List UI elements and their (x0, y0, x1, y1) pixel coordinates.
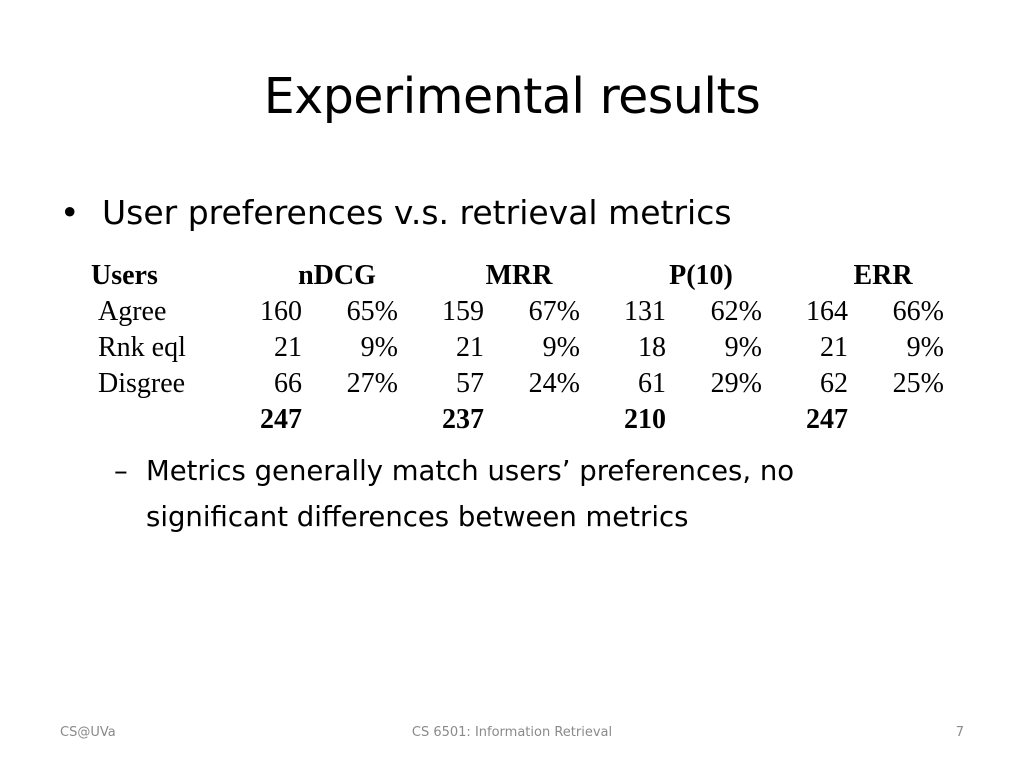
p10-count: 131 (624, 296, 666, 327)
results-table: Users nDCG MRR P(10) ERR Agree 160 65% 1… (88, 258, 944, 438)
mrr-count: 159 (442, 296, 484, 327)
err-count: 164 (806, 296, 848, 327)
sub-bullet-marker: – (114, 455, 128, 487)
table-row: Rnk eql 21 9% 21 9% 18 9% 21 9% (88, 330, 944, 366)
err-percent: 9% (906, 332, 944, 363)
slide-title: Experimental results (263, 68, 761, 125)
row-label: Rnk eql (98, 332, 186, 363)
header-p10: P(10) (669, 260, 733, 291)
p10-count: 61 (638, 368, 666, 399)
mrr-percent: 24% (528, 368, 580, 399)
err-count: 21 (820, 332, 848, 363)
bullet-marker: • (60, 193, 80, 232)
header-ndcg: nDCG (298, 260, 376, 291)
err-count: 62 (820, 368, 848, 399)
bullet-item: • User preferences v.s. retrieval metric… (60, 188, 732, 238)
header-err: ERR (853, 260, 913, 291)
err-percent: 25% (892, 368, 944, 399)
mrr-total: 237 (442, 404, 484, 435)
p10-total: 210 (624, 404, 666, 435)
mrr-percent: 9% (542, 332, 580, 363)
p10-percent: 62% (710, 296, 762, 327)
mrr-count: 21 (456, 332, 484, 363)
sub-bullet-item: – Metrics generally match users’ prefere… (114, 448, 934, 540)
footer-left-text: CS@UVa (60, 725, 116, 740)
header-mrr: MRR (485, 260, 553, 291)
p10-percent: 9% (724, 332, 762, 363)
err-percent: 66% (892, 296, 944, 327)
p10-percent: 29% (710, 368, 762, 399)
sub-bullet-text: Metrics generally match users’ preferenc… (146, 455, 795, 533)
footer-page-number: 7 (955, 725, 964, 740)
ndcg-total: 247 (260, 404, 302, 435)
ndcg-count: 21 (274, 332, 302, 363)
ndcg-count: 66 (274, 368, 302, 399)
footer-center-text: CS 6501: Information Retrieval (411, 725, 613, 740)
ndcg-count: 160 (260, 296, 302, 327)
err-total: 247 (806, 404, 848, 435)
table-row: Agree 160 65% 159 67% 131 62% 164 66% (88, 294, 944, 330)
mrr-percent: 67% (528, 296, 580, 327)
ndcg-percent: 27% (346, 368, 398, 399)
p10-count: 18 (638, 332, 666, 363)
row-label: Disgree (98, 368, 186, 399)
ndcg-percent: 65% (346, 296, 398, 327)
mrr-count: 57 (456, 368, 484, 399)
table-row: Disgree 66 27% 57 24% 61 29% 62 25% (88, 366, 944, 402)
row-label: Agree (98, 296, 167, 327)
table-header-row: Users nDCG MRR P(10) ERR (88, 258, 944, 294)
ndcg-percent: 9% (360, 332, 398, 363)
header-users: Users (91, 260, 158, 291)
bullet-text: User preferences v.s. retrieval metrics (102, 193, 732, 232)
table-totals-row: 247 237 210 247 (88, 402, 944, 438)
